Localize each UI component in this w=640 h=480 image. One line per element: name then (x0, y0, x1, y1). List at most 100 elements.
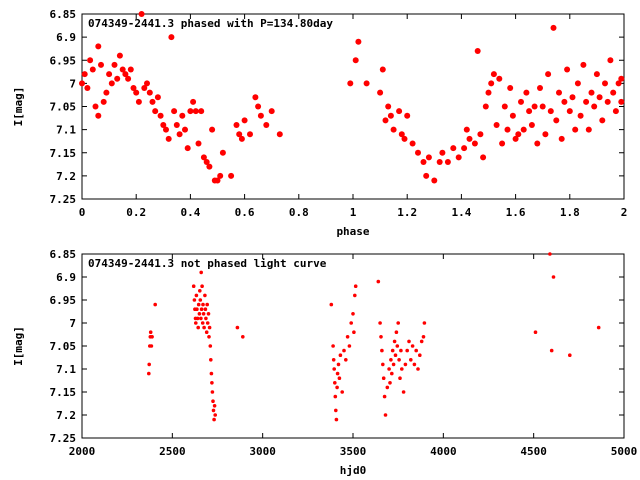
unphased-data-point (207, 325, 212, 330)
unphased-data-point (203, 307, 208, 312)
phased-data-point (184, 145, 191, 152)
unphased-data-point (210, 390, 215, 394)
phased-y-tick-label: 7.15 (50, 147, 77, 160)
unphased-data-point (191, 284, 196, 289)
phased-data-point (163, 126, 169, 133)
phased-data-point (192, 108, 199, 115)
phased-data-point (203, 159, 210, 165)
phased-data-point (564, 66, 571, 73)
unphased-data-point (388, 381, 392, 385)
phased-data-point (263, 122, 270, 128)
phased-data-point (404, 112, 411, 119)
phased-data-point (618, 75, 625, 82)
phased-data-point (157, 112, 164, 119)
unphased-x-tick-label: 2000 (69, 445, 96, 458)
phased-x-tick-label: 1.4 (451, 206, 471, 219)
unphased-data-point (403, 362, 408, 367)
unphased-data-point (333, 394, 338, 399)
phased-data-point (171, 108, 178, 115)
phased-data-point (515, 131, 522, 138)
phased-data-point (138, 11, 145, 17)
phased-data-point (108, 80, 115, 87)
phased-data-point (95, 43, 102, 50)
phased-data-point (520, 126, 527, 133)
unphased-data-point (194, 321, 198, 325)
unphased-data-point (148, 330, 153, 335)
phased-data-point (588, 89, 595, 96)
phased-data-point (95, 112, 102, 119)
unphased-data-point (202, 325, 206, 330)
phased-data-point (122, 71, 129, 78)
phased-data-point (182, 126, 188, 133)
phased-data-point (607, 57, 614, 64)
phased-data-point (111, 61, 118, 68)
phased-data-point (493, 122, 500, 128)
phased-data-point (488, 80, 495, 87)
phased-data-point (409, 140, 416, 147)
phased-data-point (84, 85, 91, 91)
unphased-data-point (394, 330, 399, 335)
unphased-data-point (149, 344, 154, 348)
unphased-y-tick-label: 7.15 (50, 386, 77, 399)
phased-data-point (401, 135, 408, 142)
phased-data-point (252, 94, 259, 101)
phased-data-point (87, 57, 94, 64)
phased-data-point (593, 71, 600, 78)
unphased-data-point (198, 289, 202, 293)
unphased-data-point (201, 302, 205, 307)
phased-data-point (566, 108, 573, 115)
phased-data-point (482, 103, 489, 110)
unphased-data-point (332, 367, 337, 371)
unphased-y-tick-label: 7.05 (50, 340, 77, 353)
phased-y-axis-label: I[mag] (12, 87, 25, 127)
phased-data-point (228, 172, 235, 179)
phased-light-curve-plot: 0 0.2 0.4 0.6 0.8 1 1.2 1.4 1.6 1.8 2 6.85 6.9 6.95 7 7… (12, 8, 627, 238)
phased-data-point (610, 89, 617, 96)
phased-data-point (165, 135, 172, 142)
unphased-data-point (382, 394, 387, 399)
unphased-data-point (548, 252, 552, 256)
unphased-data-point (383, 413, 388, 417)
unphased-data-point (198, 298, 203, 302)
unphased-data-point (335, 385, 339, 390)
unphased-data-point (568, 353, 572, 358)
phased-data-point (547, 108, 554, 115)
phased-y-tick-label: 7.1 (56, 124, 76, 137)
phased-data-point (615, 80, 622, 87)
phased-data-point (436, 159, 443, 165)
unphased-data-point (335, 371, 340, 376)
unphased-data-point (147, 362, 151, 367)
phased-data-point (355, 38, 362, 45)
phased-data-point (558, 135, 565, 142)
phased-data-point (561, 98, 568, 105)
unphased-x-tick-label: 4500 (520, 445, 547, 458)
phased-data-point (550, 24, 557, 31)
phased-data-point (431, 177, 438, 184)
phased-data-point (580, 61, 587, 68)
unphased-data-point (421, 335, 426, 339)
phased-data-point (501, 103, 508, 110)
phased-data-point (114, 75, 121, 82)
phased-data-point (190, 98, 197, 105)
phased-x-axis-label: phase (336, 225, 369, 238)
phased-data-point (198, 108, 205, 115)
unphased-data-point (342, 348, 346, 353)
phased-data-point (545, 71, 552, 78)
phased-data-point (455, 154, 462, 161)
unphased-data-point (334, 408, 338, 413)
unphased-data-point (378, 321, 382, 325)
phased-data-point (233, 122, 240, 128)
phased-data-point (523, 89, 530, 96)
unphased-data-point (200, 321, 205, 325)
unphased-data-point (195, 316, 200, 321)
unphased-data-point (195, 307, 199, 312)
unphased-data-point (549, 348, 554, 353)
phased-data-point (98, 61, 104, 68)
unphased-data-point (353, 284, 358, 289)
unphased-y-axis-label: I[mag] (12, 326, 25, 366)
unphased-data-point (422, 321, 427, 325)
unphased-data-point (210, 381, 214, 385)
phased-data-point (509, 112, 516, 119)
unphased-data-point (153, 302, 157, 307)
